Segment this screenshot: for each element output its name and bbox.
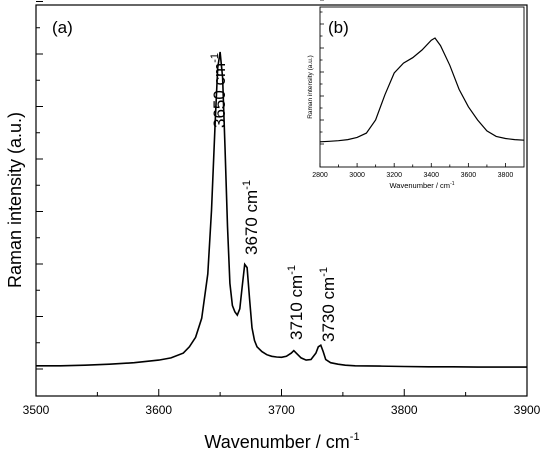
inset-spectrum-line	[319, 37, 525, 143]
peak-label: 3650 cm-1	[209, 53, 229, 128]
peak-label: 3730 cm-1	[318, 267, 338, 342]
inset-background	[303, 6, 525, 190]
peak-label: 3670 cm-1	[241, 180, 261, 255]
peak-label-sup: -1	[241, 180, 253, 190]
main-x-label-text: Wavenumber / cm	[204, 432, 349, 452]
panel-label-a: (a)	[52, 18, 73, 37]
peak-label-text: 3670 cm	[242, 190, 261, 255]
peak-label-sup: -1	[318, 267, 330, 277]
inset-axis-ticks: 2800 3000 3200 3400 3600 3800	[312, 0, 513, 179]
main-x-axis-label: Wavenumber / cm-1	[204, 431, 359, 452]
inset-x-label-text: Wavenumber / cm	[389, 181, 450, 190]
peak-label-text: 3730 cm	[319, 277, 338, 342]
peak-label-sup: -1	[286, 265, 298, 275]
inset-x-label-sup: -1	[450, 181, 455, 187]
inset-x-tick-label: 3400	[423, 172, 439, 179]
main-x-tick-label: 3500	[23, 403, 50, 417]
main-x-tick-label: 3600	[145, 403, 172, 417]
peak-label: 3710 cm-1	[286, 265, 306, 340]
main-x-tick-label: 3800	[391, 403, 418, 417]
inset-x-axis-label: Wavenumber / cm-1	[389, 181, 454, 190]
main-x-tick-label: 3900	[514, 403, 541, 417]
inset-x-tick-label: 3200	[386, 172, 402, 179]
main-axis-ticks: 3500 3600 3700 3800 3900	[23, 1, 541, 417]
peak-label-text: 3710 cm	[287, 275, 306, 340]
inset-x-tick-label: 3600	[461, 172, 477, 179]
main-spectrum-line	[36, 51, 527, 368]
peak-label-sup: -1	[209, 53, 221, 63]
main-x-label-sup: -1	[350, 431, 360, 443]
inset-x-tick-label: 3000	[349, 172, 365, 179]
inset-plot-frame	[319, 6, 525, 168]
inset-y-axis-label: Raman intensity (a.u.)	[307, 55, 314, 119]
panel-label-b: (b)	[328, 18, 349, 37]
inset-x-tick-label: 3800	[498, 172, 514, 179]
main-x-tick-label: 3700	[268, 403, 295, 417]
inset-x-tick-label: 2800	[312, 172, 328, 179]
peak-label-text: 3650 cm	[210, 63, 229, 128]
main-y-axis-label: Raman intensity (a.u.)	[5, 112, 25, 288]
